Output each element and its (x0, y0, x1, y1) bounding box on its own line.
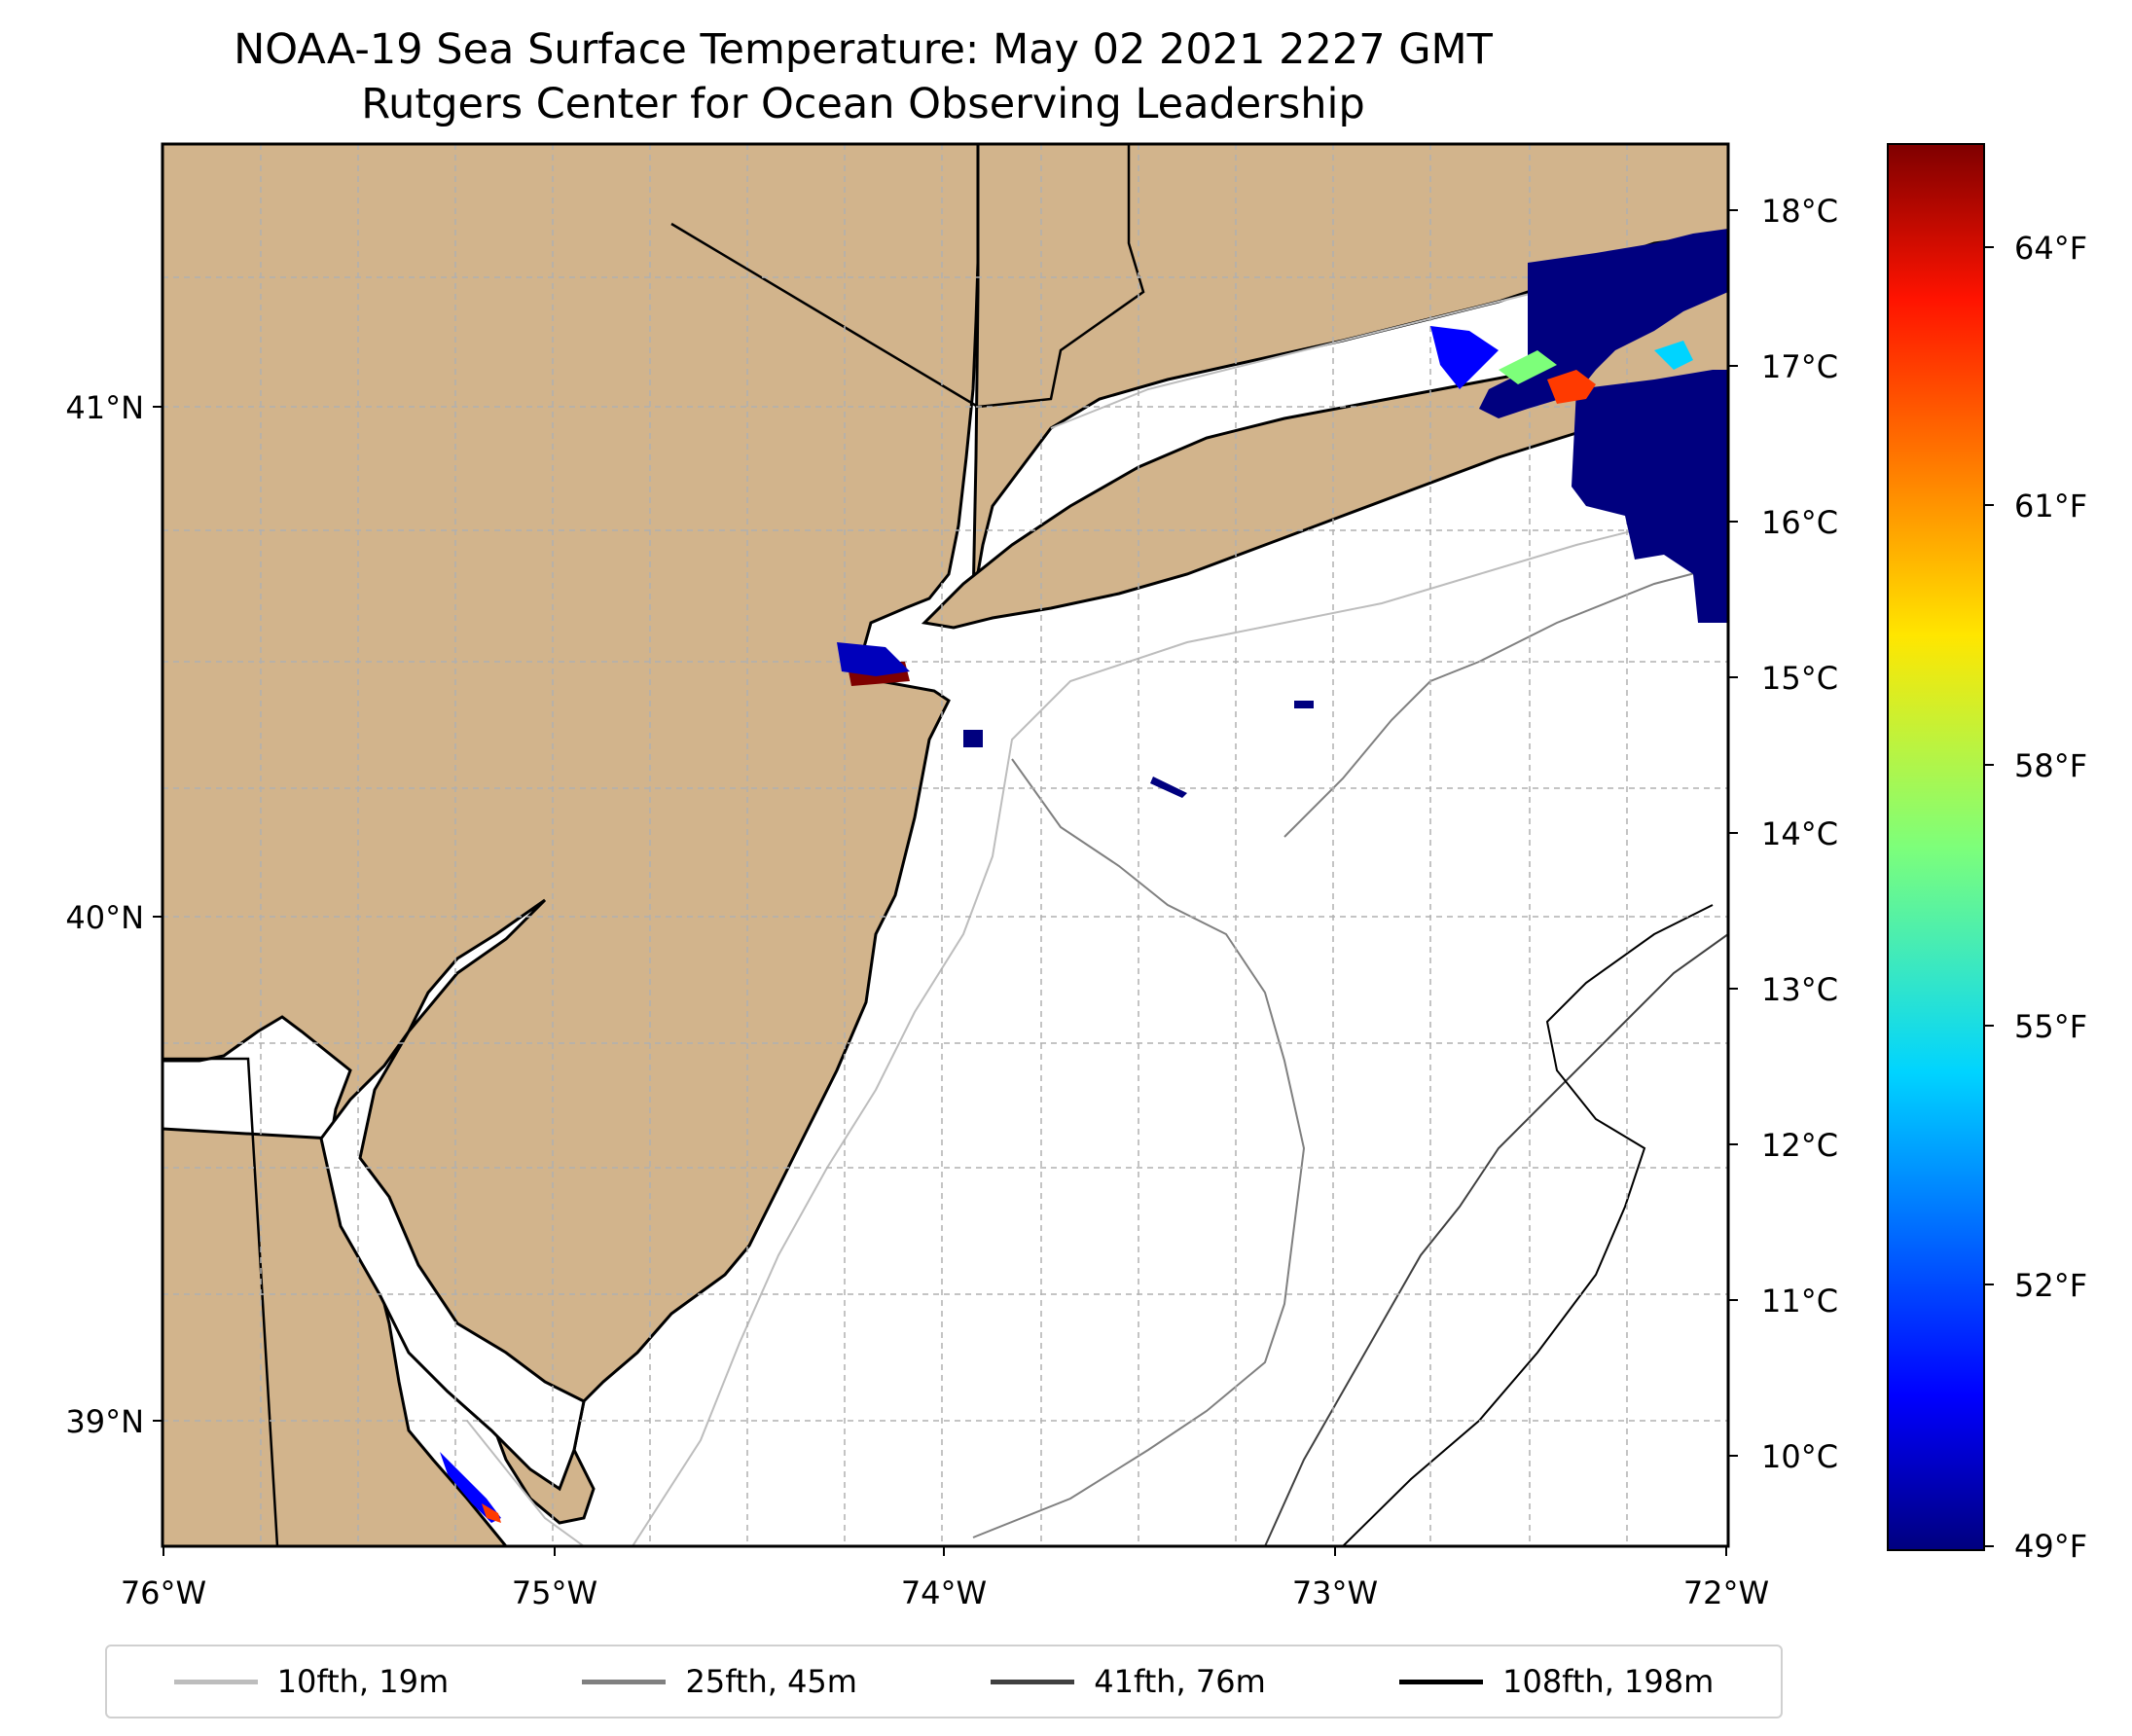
legend-swatch (991, 1679, 1075, 1684)
contour-41fth (1264, 933, 1728, 1546)
gridlines (163, 144, 1728, 1546)
lat-tick-marks (153, 406, 163, 1422)
fahrenheit-tick-label: 58°F (2014, 747, 2087, 784)
celsius-tick-label: 10°C (1761, 1438, 1838, 1475)
legend-item: 10fth, 19m (173, 1663, 450, 1700)
legend-label: 41fth, 76m (1094, 1663, 1266, 1700)
legend-item: 108fth, 198m (1399, 1663, 1714, 1700)
delaware-bay (319, 898, 586, 1492)
fahrenheit-tick-label: 52°F (2014, 1267, 2087, 1304)
lon-tick-label: 75°W (512, 1574, 597, 1611)
lon-tick-label: 72°W (1683, 1574, 1769, 1611)
fahrenheit-tick-label: 55°F (2014, 1008, 2087, 1045)
celsius-tick-label: 15°C (1761, 660, 1838, 697)
fahrenheit-tick-label: 64°F (2014, 230, 2087, 267)
lon-tick-label: 74°W (901, 1574, 987, 1611)
celsius-tick-label: 18°C (1761, 193, 1838, 230)
lon-tick-marks (163, 1546, 1727, 1556)
celsius-tick-label: 12°C (1761, 1127, 1838, 1164)
map-area (163, 144, 1728, 1546)
contour-legend: 10fth, 19m 25fth, 45m 41fth, 76m 108fth,… (105, 1645, 1783, 1718)
lon-tick-label: 76°W (121, 1574, 206, 1611)
lat-tick-label: 40°N (65, 899, 144, 936)
legend-item: 25fth, 45m (582, 1663, 857, 1700)
celsius-tick-label: 14°C (1761, 815, 1838, 852)
colorbar (1887, 143, 1985, 1551)
legend-label: 108fth, 198m (1502, 1663, 1715, 1700)
land-long-island (921, 280, 1728, 630)
lon-tick-label: 73°W (1292, 1574, 1378, 1611)
title-line-2: Rutgers Center for Ocean Observing Leade… (361, 80, 1365, 128)
legend-swatch (173, 1679, 258, 1684)
title-line-1: NOAA-19 Sea Surface Temperature: May 02 … (234, 25, 1493, 74)
state-border (163, 144, 1145, 1546)
fahrenheit-tick-label: 49°F (2014, 1528, 2087, 1565)
legend-label: 25fth, 45m (685, 1663, 857, 1700)
lat-tick-label: 41°N (65, 389, 144, 426)
celsius-tick-label: 17°C (1761, 348, 1838, 385)
sst-data-patches (440, 229, 1728, 1523)
celsius-tick-marks (1728, 209, 1738, 1457)
contour-25fth (972, 563, 1728, 1538)
legend-label: 10fth, 19m (276, 1663, 450, 1700)
legend-swatch (582, 1679, 667, 1684)
fahrenheit-tick-marks (1984, 246, 1994, 1547)
fahrenheit-tick-label: 61°F (2014, 488, 2087, 524)
celsius-tick-label: 13°C (1761, 971, 1838, 1008)
legend-item: 41fth, 76m (991, 1663, 1266, 1700)
lat-tick-label: 39°N (65, 1403, 144, 1440)
celsius-tick-label: 11°C (1761, 1283, 1838, 1320)
celsius-tick-label: 16°C (1761, 504, 1838, 541)
legend-swatch (1399, 1679, 1484, 1684)
